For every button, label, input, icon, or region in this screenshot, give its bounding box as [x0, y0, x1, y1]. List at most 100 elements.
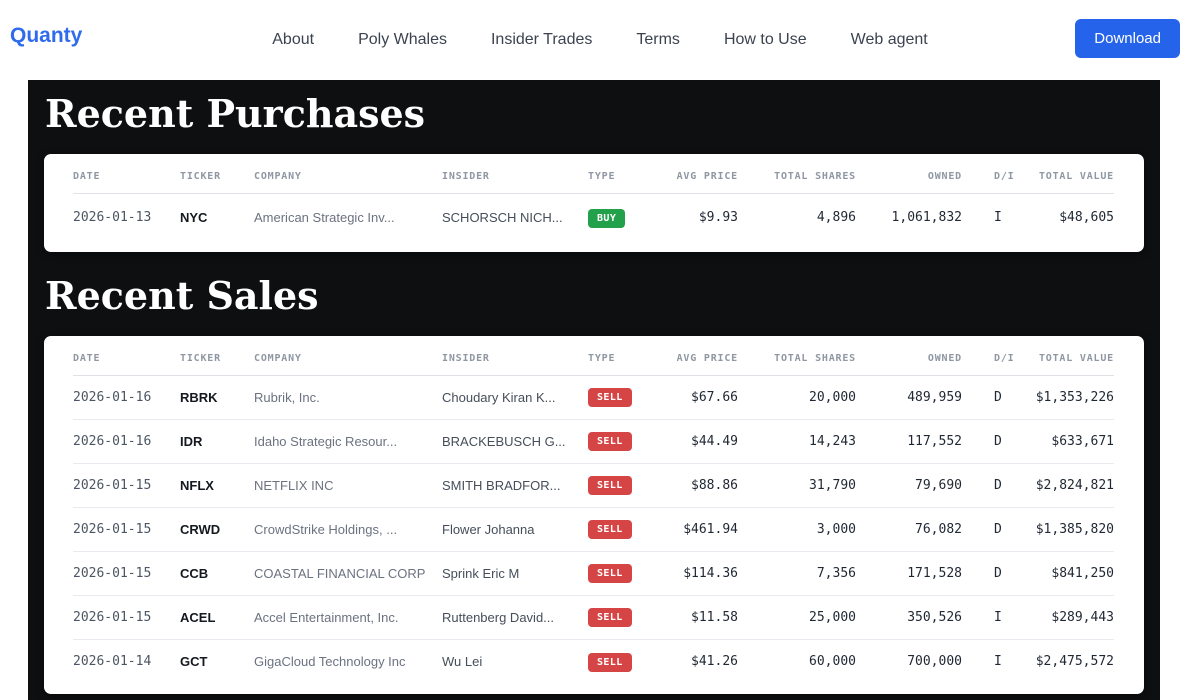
cell-total-shares: 31,790	[809, 477, 856, 493]
trade-type-badge: SELL	[588, 520, 632, 540]
cell-date: 2026-01-15	[73, 521, 152, 537]
table-row[interactable]: 2026-01-16 IDR Idaho Strategic Resour... BR…	[73, 420, 1114, 464]
column-header-total-value: TOTAL VALUE	[1038, 170, 1114, 182]
cell-insider: Sprink Eric M	[442, 565, 520, 581]
table-row[interactable]: 2026-01-15 NFLX NETFLIX INC SMITH BRADFOR..…	[73, 464, 1114, 508]
cell-insider: BRACKEBUSCH G...	[442, 433, 566, 449]
cell-ticker: NYC	[180, 210, 208, 226]
column-header-ticker: TICKER	[180, 352, 221, 364]
table-row[interactable]: 2026-01-16 RBRK Rubrik, Inc. Choudary Kiran…	[73, 376, 1114, 420]
cell-type: SELL	[588, 431, 648, 452]
cell-total-shares: 4,896	[816, 210, 856, 226]
cell-ticker: GCT	[180, 654, 208, 670]
cell-insider: SCHORSCH NICH...	[442, 210, 563, 226]
cell-avg-price: $11.58	[691, 609, 738, 625]
cell-ticker: NFLX	[180, 477, 214, 493]
cell-avg-price: $461.94	[683, 521, 738, 537]
cell-date: 2026-01-14	[73, 654, 152, 670]
cell-owned: 76,082	[915, 521, 962, 537]
trade-type-badge: SELL	[588, 476, 632, 496]
cell-type: SELL	[588, 652, 648, 672]
cell-di: D	[994, 565, 1002, 581]
cell-total-value: $48,605	[1059, 210, 1114, 226]
nav-link-about[interactable]: About	[272, 31, 315, 48]
cell-owned: 1,061,832	[891, 210, 962, 226]
download-button[interactable]: Download	[1075, 19, 1180, 58]
trade-type-badge: SELL	[588, 432, 632, 452]
cell-company: Accel Entertainment, Inc.	[254, 609, 399, 625]
cell-total-value: $633,671	[1051, 433, 1114, 449]
column-header-avg-price: AVG PRICE	[676, 170, 738, 182]
table-row[interactable]: 2026-01-15 CRWD CrowdStrike Holdings, ... F…	[73, 508, 1114, 552]
nav-link-web-agent[interactable]: Web agent	[850, 31, 928, 48]
cell-total-shares: 20,000	[809, 389, 856, 405]
trade-type-badge: BUY	[588, 208, 626, 228]
column-header-total-shares: TOTAL SHARES	[774, 170, 856, 182]
nav-links: About Poly Whales Insider Trades Terms How t…	[272, 31, 927, 49]
cell-owned: 700,000	[907, 654, 962, 670]
cell-company: NETFLIX INC	[254, 477, 334, 493]
top-nav: Quanty About Poly Whales Insider Trades Ter…	[0, 0, 1200, 80]
column-header-avg-price: AVG PRICE	[676, 352, 738, 364]
cell-company: COASTAL FINANCIAL CORP	[254, 565, 426, 581]
cell-date: 2026-01-15	[73, 565, 152, 581]
column-header-total-value: TOTAL VALUE	[1038, 352, 1114, 364]
cell-owned: 117,552	[907, 433, 962, 449]
table-body: 2026-01-16 RBRK Rubrik, Inc. Choudary Kiran…	[73, 376, 1114, 684]
cell-date: 2026-01-15	[73, 477, 152, 493]
column-header-insider: INSIDER	[442, 352, 490, 364]
cell-total-shares: 25,000	[809, 609, 856, 625]
cell-avg-price: $41.26	[691, 654, 738, 670]
table-header-row: DATE TICKER COMPANY INSIDER TYPE AVG PRICE TOT…	[73, 336, 1114, 376]
cell-total-shares: 3,000	[816, 521, 856, 537]
cell-total-value: $1,385,820	[1035, 521, 1114, 537]
cell-avg-price: $114.36	[683, 565, 738, 581]
recent-sales-section: Recent Sales DATE TICKER COMPANY INSIDER TYP…	[28, 252, 1160, 694]
cell-total-shares: 7,356	[816, 565, 856, 581]
cell-di: D	[994, 477, 1002, 493]
section-title: Recent Sales	[45, 272, 319, 318]
column-header-owned: OWNED	[927, 170, 962, 182]
cell-total-value: $1,353,226	[1035, 389, 1114, 405]
cell-type: SELL	[588, 519, 648, 540]
cell-di: D	[994, 389, 1002, 405]
cell-avg-price: $88.86	[691, 477, 738, 493]
cell-company: American Strategic Inv...	[254, 210, 395, 226]
cell-owned: 350,526	[907, 609, 962, 625]
cell-avg-price: $9.93	[698, 210, 738, 226]
column-header-type: TYPE	[588, 170, 616, 182]
column-header-company: COMPANY	[254, 170, 302, 182]
logo[interactable]: Quanty	[10, 24, 83, 47]
nav-link-how-to-use[interactable]: How to Use	[723, 31, 807, 48]
cell-di: I	[994, 210, 1002, 226]
column-header-d-i: D/I	[994, 352, 1015, 364]
nav-link-poly-whales[interactable]: Poly Whales	[358, 31, 447, 48]
cell-ticker: IDR	[180, 433, 203, 449]
cell-owned: 489,959	[907, 389, 962, 405]
cell-di: D	[994, 433, 1002, 449]
cell-insider: Choudary Kiran K...	[442, 389, 556, 405]
table-row[interactable]: 2026-01-15 CCB COASTAL FINANCIAL CORP Sprin…	[73, 552, 1114, 596]
cell-avg-price: $67.66	[691, 389, 738, 405]
table-body: 2026-01-13 NYC American Strategic Inv... SC…	[73, 194, 1114, 242]
cell-total-shares: 14,243	[809, 433, 856, 449]
cell-total-value: $2,475,572	[1035, 654, 1114, 670]
table-row[interactable]: 2026-01-15 ACEL Accel Entertainment, Inc. R…	[73, 596, 1114, 640]
trade-type-badge: SELL	[588, 652, 632, 672]
nav-link-insider-trades[interactable]: Insider Trades	[490, 31, 593, 48]
cell-insider: Flower Johanna	[442, 521, 535, 537]
cell-company: CrowdStrike Holdings, ...	[254, 521, 398, 537]
cell-company: Idaho Strategic Resour...	[254, 433, 398, 449]
table-row[interactable]: 2026-01-13 NYC American Strategic Inv... SC…	[73, 194, 1114, 242]
cell-ticker: ACEL	[180, 609, 216, 625]
table-row[interactable]: 2026-01-14 GCT GigaCloud Technology Inc Wu …	[73, 640, 1114, 684]
cell-date: 2026-01-16	[73, 433, 152, 449]
nav-link-terms[interactable]: Terms	[636, 31, 680, 48]
column-header-ticker: TICKER	[180, 170, 221, 182]
cell-insider: SMITH BRADFOR...	[442, 477, 561, 493]
cell-type: BUY	[588, 208, 648, 228]
cell-owned: 171,528	[907, 565, 962, 581]
cell-company: GigaCloud Technology Inc	[254, 654, 406, 670]
trade-type-badge: SELL	[588, 608, 632, 628]
cell-owned: 79,690	[915, 477, 962, 493]
